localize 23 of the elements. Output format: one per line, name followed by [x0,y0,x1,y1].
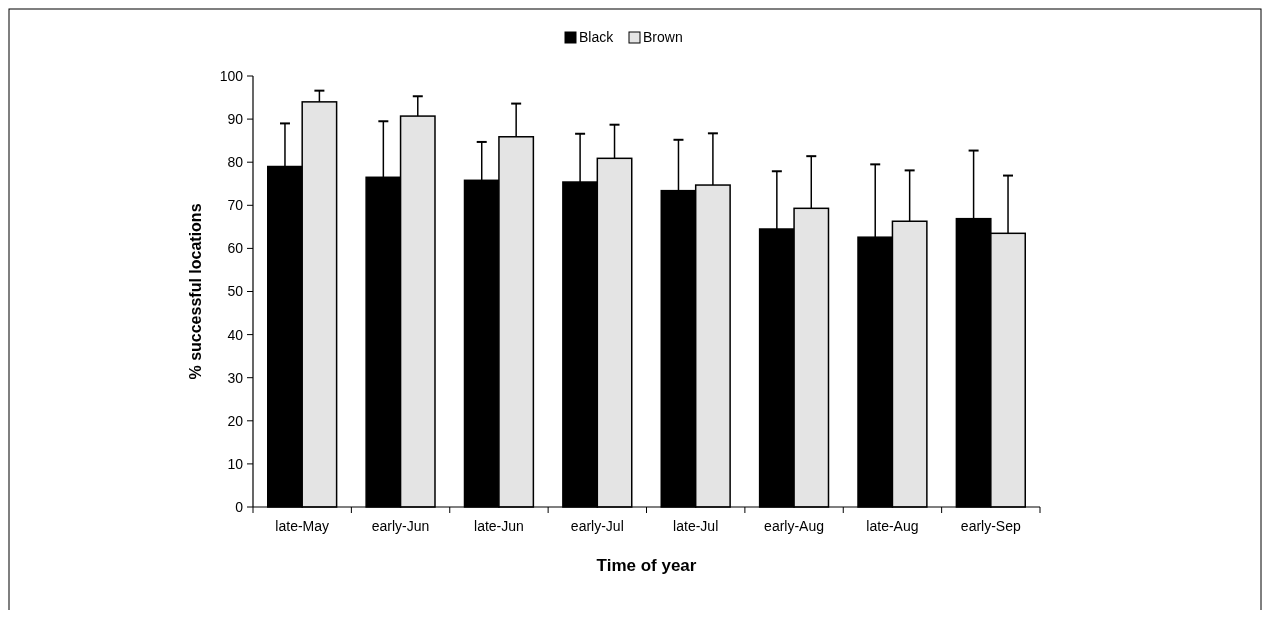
x-tick-label: early-Jul [570,518,624,534]
y-tick-label: 10 [227,455,244,472]
y-tick-label: 80 [227,154,244,171]
x-tick-label: late-Jul [673,518,719,534]
legend-label: Brown [643,29,683,45]
legend-label: Black [579,29,615,45]
y-axis-title: % successful locations [187,203,204,380]
y-tick-label: 30 [227,369,244,386]
y-tick-label: 100 [219,67,244,84]
y-tick-label: 20 [227,412,244,429]
y-tick-label: 90 [227,111,244,127]
x-tick-label: early-Jun [371,518,430,534]
x-tick-label: early-Aug [764,518,825,534]
x-tick-label: early-Sep [960,518,1021,534]
y-tick-label: 50 [227,283,244,300]
x-tick-label: late-Aug [866,518,919,534]
y-tick-label: 40 [227,326,244,343]
y-tick-label: 0 [235,498,244,515]
y-tick-label: 60 [227,240,244,257]
x-axis-title: Time of year [596,556,697,575]
y-tick-label: 70 [227,197,244,214]
x-tick-label: late-Jun [474,518,524,534]
x-tick-label: late-May [275,518,330,534]
